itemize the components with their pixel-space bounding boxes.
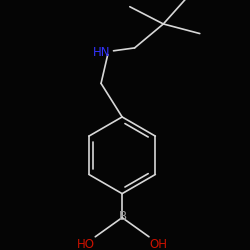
Text: HN: HN [93,46,111,59]
Text: B: B [119,210,127,223]
Text: HO: HO [77,238,95,250]
Text: OH: OH [150,238,168,250]
